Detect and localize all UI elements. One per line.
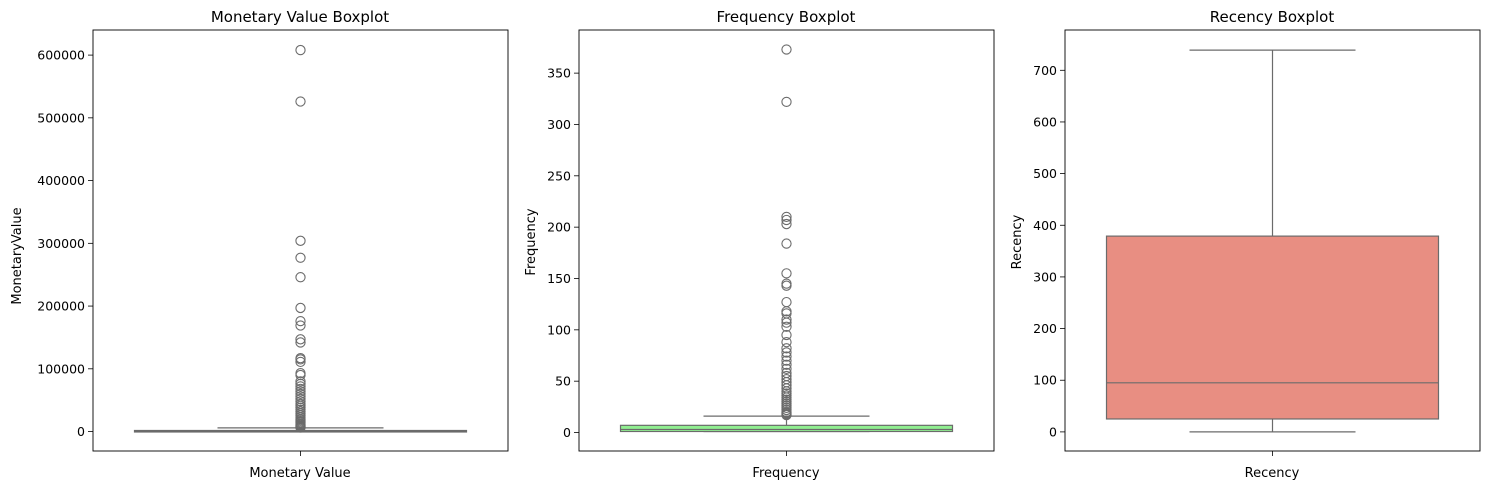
- y-tick-label: 200000: [37, 299, 85, 314]
- x-axis-label: Monetary Value: [249, 466, 350, 481]
- box-iqr: [1105, 235, 1440, 420]
- outlier-point: [295, 320, 306, 331]
- outlier-point: [781, 44, 792, 55]
- y-tick-label: 400000: [37, 173, 85, 188]
- y-tick-label: 600: [1033, 114, 1057, 129]
- outlier-point: [295, 376, 306, 387]
- outlier-point: [781, 409, 792, 421]
- outlier-point: [781, 280, 792, 291]
- outlier-point: [781, 359, 792, 370]
- outlier-point: [781, 214, 792, 226]
- outlier-point: [295, 44, 306, 56]
- box-iqr: [619, 424, 954, 433]
- outlier-point: [295, 96, 306, 107]
- outlier-point: [781, 268, 792, 279]
- outlier-point: [295, 383, 306, 395]
- chart-title: Monetary Value Boxplot: [211, 8, 389, 26]
- outlier-point: [295, 235, 306, 246]
- outlier-point: [781, 317, 792, 328]
- outlier-point: [781, 329, 792, 341]
- outlier-point: [781, 278, 792, 289]
- outlier-point: [295, 354, 306, 365]
- y-tick-label: 300: [547, 117, 571, 132]
- y-tick-label: 0: [1049, 424, 1057, 439]
- plot-frame: [578, 29, 995, 452]
- outlier-point: [781, 296, 792, 308]
- y-tick-label: 500: [1033, 166, 1057, 181]
- outlier-point: [781, 343, 792, 354]
- outlier-point: [295, 334, 306, 345]
- outlier-point: [295, 386, 306, 397]
- outlier-point: [781, 363, 792, 375]
- outlier-point: [295, 396, 306, 407]
- y-tick-label: 200: [1033, 321, 1057, 336]
- outlier-point: [781, 314, 792, 325]
- y-axis-label: Recency: [1010, 214, 1025, 269]
- chart-title: Recency Boxplot: [1210, 8, 1335, 26]
- y-axis-label: Frequency: [524, 208, 539, 275]
- y-tick-label: 0: [563, 425, 571, 440]
- outlier-point: [781, 218, 792, 230]
- y-tick-label: 50: [555, 374, 571, 389]
- outlier-point: [781, 347, 792, 358]
- outlier-point: [295, 381, 306, 392]
- y-tick-label: 150: [547, 271, 571, 286]
- plot-frame: [92, 29, 509, 452]
- frequency-boxplot-panel: Frequency Boxplot Frequency Frequency 0 5…: [524, 8, 995, 481]
- outlier-point: [781, 211, 792, 223]
- outlier-point: [295, 315, 306, 327]
- y-tick-label: 350: [547, 66, 571, 81]
- y-tick-label: 100: [547, 322, 571, 337]
- y-tick-label: 200: [547, 220, 571, 235]
- outlier-point: [295, 272, 306, 283]
- outlier-point: [295, 378, 306, 390]
- y-tick-label: 100: [1033, 373, 1057, 388]
- y-tick-label: 300: [1033, 269, 1057, 284]
- outlier-point: [295, 422, 306, 433]
- x-axis-label: Frequency: [752, 466, 819, 481]
- outlier-point: [295, 252, 306, 263]
- outlier-point: [781, 96, 792, 108]
- plot-frame: [1064, 29, 1481, 452]
- outlier-point: [781, 321, 792, 332]
- y-tick-label: 400: [1033, 218, 1057, 233]
- y-tick-label: 0: [77, 424, 85, 439]
- y-tick-label: 600000: [37, 48, 85, 63]
- outlier-point: [781, 238, 792, 249]
- y-tick-label: 500000: [37, 110, 85, 125]
- outlier-point: [781, 355, 792, 366]
- outlier-point: [295, 337, 306, 348]
- outlier-point: [295, 388, 306, 400]
- x-axis-label: Recency: [1245, 466, 1300, 481]
- chart-title: Frequency Boxplot: [717, 8, 856, 26]
- outlier-point: [295, 356, 306, 368]
- outlier-point: [295, 302, 306, 314]
- outlier-point: [781, 337, 792, 348]
- outlier-point: [781, 380, 792, 391]
- y-tick-label: 250: [547, 168, 571, 183]
- y-axis-label: MonetaryValue: [10, 207, 25, 304]
- y-tick-label: 300000: [37, 236, 85, 251]
- recency-boxplot-panel: Recency Boxplot Recency Recency 0 100 200 3…: [1010, 8, 1481, 481]
- y-tick-label: 100000: [37, 361, 85, 376]
- y-tick-label: 700: [1033, 63, 1057, 78]
- monetary-value-boxplot-panel: Monetary Value Boxplot Monetary Value Mo…: [10, 8, 509, 481]
- outlier-point: [781, 351, 792, 362]
